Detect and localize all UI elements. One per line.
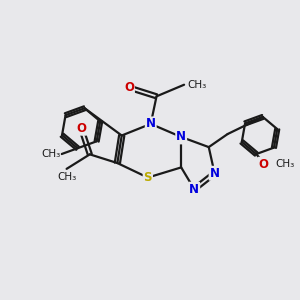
Text: CH₃: CH₃ [41, 149, 60, 159]
Text: O: O [76, 122, 86, 135]
Text: N: N [176, 130, 186, 143]
Text: CH₃: CH₃ [57, 172, 76, 182]
Text: O: O [124, 81, 134, 94]
Text: N: N [146, 117, 156, 130]
Text: O: O [259, 158, 269, 171]
Text: S: S [144, 171, 152, 184]
Text: N: N [189, 183, 199, 196]
Text: CH₃: CH₃ [275, 159, 294, 169]
Text: CH₃: CH₃ [187, 80, 206, 90]
Text: N: N [210, 167, 220, 180]
